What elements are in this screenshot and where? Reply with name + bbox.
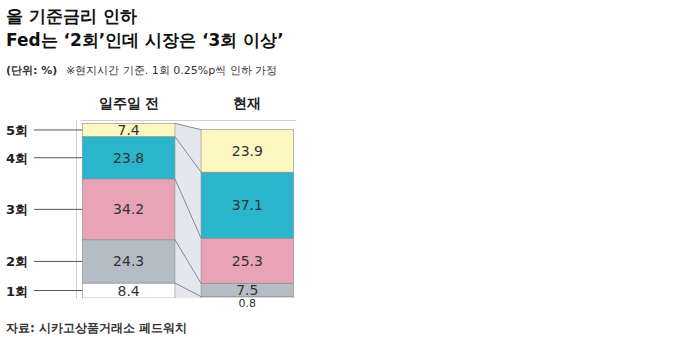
x-tick-label: 현재 <box>233 95 261 111</box>
x-tick: 현재 <box>233 95 261 111</box>
data-labels: 8.4 0.8 24.3 7.5 34.2 25.3 23.8 37.1 7.4 23.9 <box>113 122 263 310</box>
connector-line <box>175 283 201 297</box>
connector-line <box>175 240 201 283</box>
bar-segment <box>82 283 175 298</box>
bar-segment <box>201 172 294 238</box>
legend-label: 3회 <box>6 202 28 217</box>
x-axis-line <box>81 120 297 121</box>
x-tick: 일주일 전 <box>99 95 159 111</box>
bar-segment <box>82 137 175 179</box>
legend-leader <box>34 129 82 130</box>
title: 올 기준금리 인하 <box>6 6 137 26</box>
legend-label: 1회 <box>6 284 28 299</box>
data-label: 25.3 <box>232 253 263 269</box>
connector-band <box>175 123 201 298</box>
bar-segment <box>201 238 294 283</box>
legend-label: 2회 <box>6 254 28 269</box>
legend-leader <box>34 209 82 210</box>
legend: 1회 2회 3회 4회 5회 <box>6 123 82 299</box>
bar-segment <box>82 179 175 240</box>
connector-line <box>175 179 201 238</box>
bar-segment <box>201 130 294 173</box>
data-label: 7.4 <box>118 122 140 138</box>
legend-leader <box>34 290 82 291</box>
data-label: 0.8 <box>239 297 257 310</box>
data-label: 37.1 <box>232 197 263 213</box>
data-label: 8.4 <box>118 283 140 299</box>
legend-leader <box>34 261 82 262</box>
connector-line <box>175 137 201 173</box>
x-axis: 일주일 전 현재 <box>81 95 297 121</box>
data-label: 23.9 <box>232 143 263 159</box>
legend-label: 5회 <box>6 123 28 138</box>
legend-label: 4회 <box>6 151 28 166</box>
data-label: 24.3 <box>113 253 144 269</box>
annotation: (단위: %) <box>6 64 57 77</box>
data-label: 7.5 <box>236 282 258 298</box>
data-label: 23.8 <box>113 150 144 166</box>
data-label: 34.2 <box>113 201 144 217</box>
x-tick-label: 일주일 전 <box>99 95 159 111</box>
source: 자료: 시카고상품거래소 페드워치 <box>6 321 187 335</box>
annotation: ※현지시간 기준. 1회 0.25%p씩 인하 가정 <box>66 64 277 77</box>
plot-area <box>82 123 293 298</box>
background <box>0 0 681 351</box>
legend-leader <box>34 157 82 158</box>
connector-line <box>175 123 201 129</box>
subtitle: Fed는 ‘2회’인데 시장은 ‘3회 이상’ <box>6 30 284 50</box>
bar-segment <box>82 240 175 283</box>
